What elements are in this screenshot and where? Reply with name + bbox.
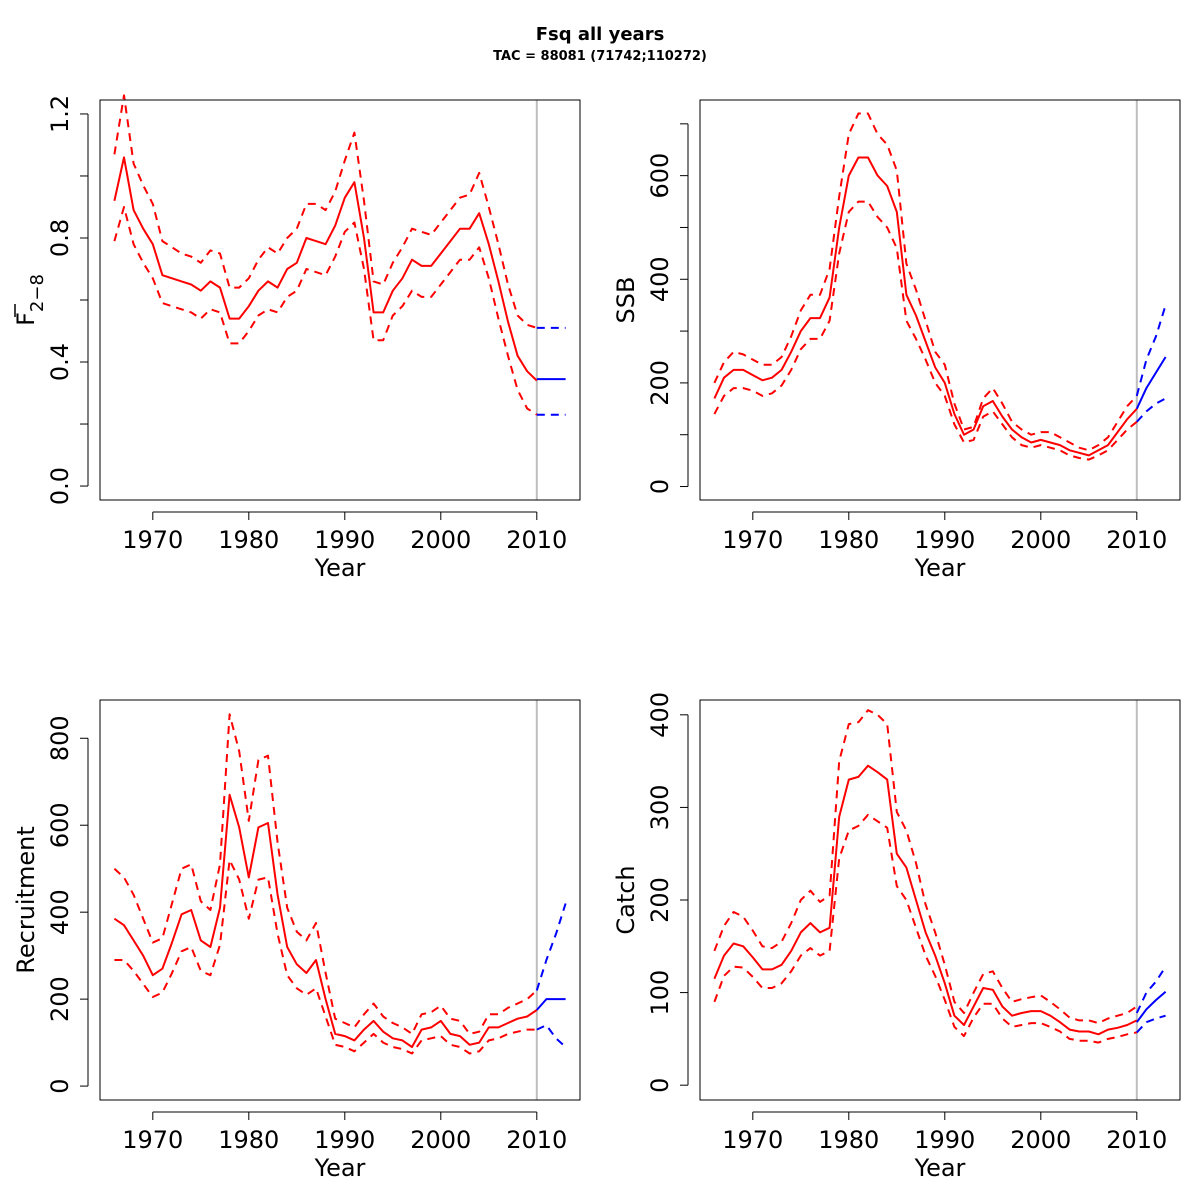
recruitment-history-lower-line [114, 859, 537, 1055]
recruitment-history-upper-line [113, 713, 538, 1035]
ssb-y-tick-label: 0 [646, 479, 674, 494]
catch-history-lower-line [713, 813, 1137, 1044]
catch-forecast-upper-line [1135, 966, 1167, 1014]
catch-history-upper-line [713, 709, 1138, 1025]
ssb-x-tick-label: 1980 [818, 526, 879, 554]
catch-x-tick-label: 2000 [1010, 1126, 1071, 1154]
recruitment-y-tick-label: 0 [46, 1078, 74, 1093]
f-mean-plot-frame [99, 99, 581, 501]
ssb-history-lower-line [713, 200, 1138, 461]
recruitment-x-tick-label: 1970 [122, 1126, 183, 1154]
f-mean-y-tick-label: 0.0 [46, 467, 74, 505]
recruitment-history-estimate-line [113, 793, 538, 1048]
recruitment-y-tick-label: 800 [46, 715, 74, 761]
recruitment-y-axis-title: Recruitment [12, 826, 40, 973]
ssb-y-tick-label: 200 [646, 360, 674, 406]
ssb-x-tick-label: 1990 [914, 526, 975, 554]
recruitment-forecast-lower-line [536, 1024, 567, 1048]
panel-catch: 1970 1980 1990 2000 2010 0 100 200 300 400 Year Cat… [612, 692, 1181, 1182]
recruitment-x-tick-label: 1980 [218, 1126, 279, 1154]
ssb-y-tick-label: 600 [646, 153, 674, 199]
f-mean-y-tick-label: 0.4 [46, 343, 74, 381]
f-mean-x-tick-label: 2000 [410, 526, 471, 554]
recruitment-x-tick-label: 1990 [314, 1126, 375, 1154]
panel-f-mean: 1970 1980 1990 2000 2010 0.0 0.4 0.8 1.2 Year F2−8 [12, 94, 581, 582]
ssb-forecast-estimate-line [1135, 356, 1167, 410]
f-mean-history-upper-line [113, 94, 538, 329]
recruitment-plot-frame [99, 699, 581, 1101]
ssb-forecast-upper-line [1135, 304, 1167, 397]
ssb-x-axis-title: Year [914, 554, 966, 582]
catch-x-tick-label: 2010 [1106, 1126, 1167, 1154]
ssb-y-axis-title: SSB [612, 277, 640, 324]
figure-title: Fsq all years [536, 24, 665, 45]
catch-x-tick-label: 1980 [818, 1126, 879, 1154]
ssb-history-upper-line [713, 112, 1138, 452]
ssb-plot-frame [699, 99, 1181, 501]
recruitment-y-tick-label: 400 [46, 889, 74, 935]
recruitment-y-tick-label: 600 [46, 802, 74, 848]
catch-x-tick-label: 1990 [914, 1126, 975, 1154]
catch-plot-frame [699, 699, 1181, 1101]
f-mean-x-tick-label: 1970 [122, 526, 183, 554]
catch-y-tick-label: 300 [646, 785, 674, 831]
recruitment-y-tick-label: 200 [46, 976, 74, 1022]
ssb-x-tick-label: 2000 [1010, 526, 1071, 554]
panel-recruitment: 1970 1980 1990 2000 2010 0 200 400 600 800 Year Rec… [12, 699, 581, 1182]
f-mean-x-tick-label: 2010 [506, 526, 567, 554]
f-mean-x-tick-label: 1990 [314, 526, 375, 554]
catch-history-estimate-line [713, 764, 1138, 1036]
catch-forecast-lower-line [1136, 1014, 1166, 1034]
figure-subtitle: TAC = 88081 (71742;110272) [493, 49, 707, 64]
catch-y-tick-label: 400 [646, 692, 674, 738]
ssb-history-estimate-line [713, 156, 1138, 457]
f-mean-x-tick-label: 1980 [218, 526, 279, 554]
catch-y-tick-label: 200 [646, 877, 674, 923]
f-mean-history-lower-line [113, 206, 538, 416]
catch-x-tick-label: 1970 [722, 1126, 783, 1154]
catch-x-axis-title: Year [914, 1154, 966, 1182]
ssb-x-tick-label: 1970 [722, 526, 783, 554]
recruitment-x-tick-label: 2000 [410, 1126, 471, 1154]
catch-y-tick-label: 100 [646, 970, 674, 1016]
ssb-y-tick-label: 400 [646, 256, 674, 302]
recruitment-x-tick-label: 2010 [506, 1126, 567, 1154]
f-mean-y-axis-title-sub: 2−8 [27, 274, 48, 312]
f-mean-y-axis-title-main: F [12, 312, 40, 326]
recruitment-x-axis-title: Year [314, 1154, 366, 1182]
recruitment-forecast-estimate-line [536, 998, 566, 1011]
recruitment-forecast-upper-line [535, 903, 567, 991]
catch-y-axis-title: Catch [612, 865, 640, 934]
catch-y-tick-label: 0 [646, 1078, 674, 1093]
f-mean-history-estimate-line [113, 156, 538, 382]
f-mean-y-axis-title: F2−8 [12, 274, 48, 326]
ssb-forecast-lower-line [1136, 397, 1167, 423]
f-mean-y-tick-label: 1.2 [46, 95, 74, 133]
f-mean-x-axis-title: Year [314, 554, 366, 582]
panel-ssb: 1970 1980 1990 2000 2010 0 200 400 600 Year SSB [612, 99, 1181, 582]
catch-forecast-estimate-line [1135, 990, 1167, 1023]
ssb-x-tick-label: 2010 [1106, 526, 1167, 554]
f-mean-y-tick-label: 0.8 [46, 219, 74, 257]
